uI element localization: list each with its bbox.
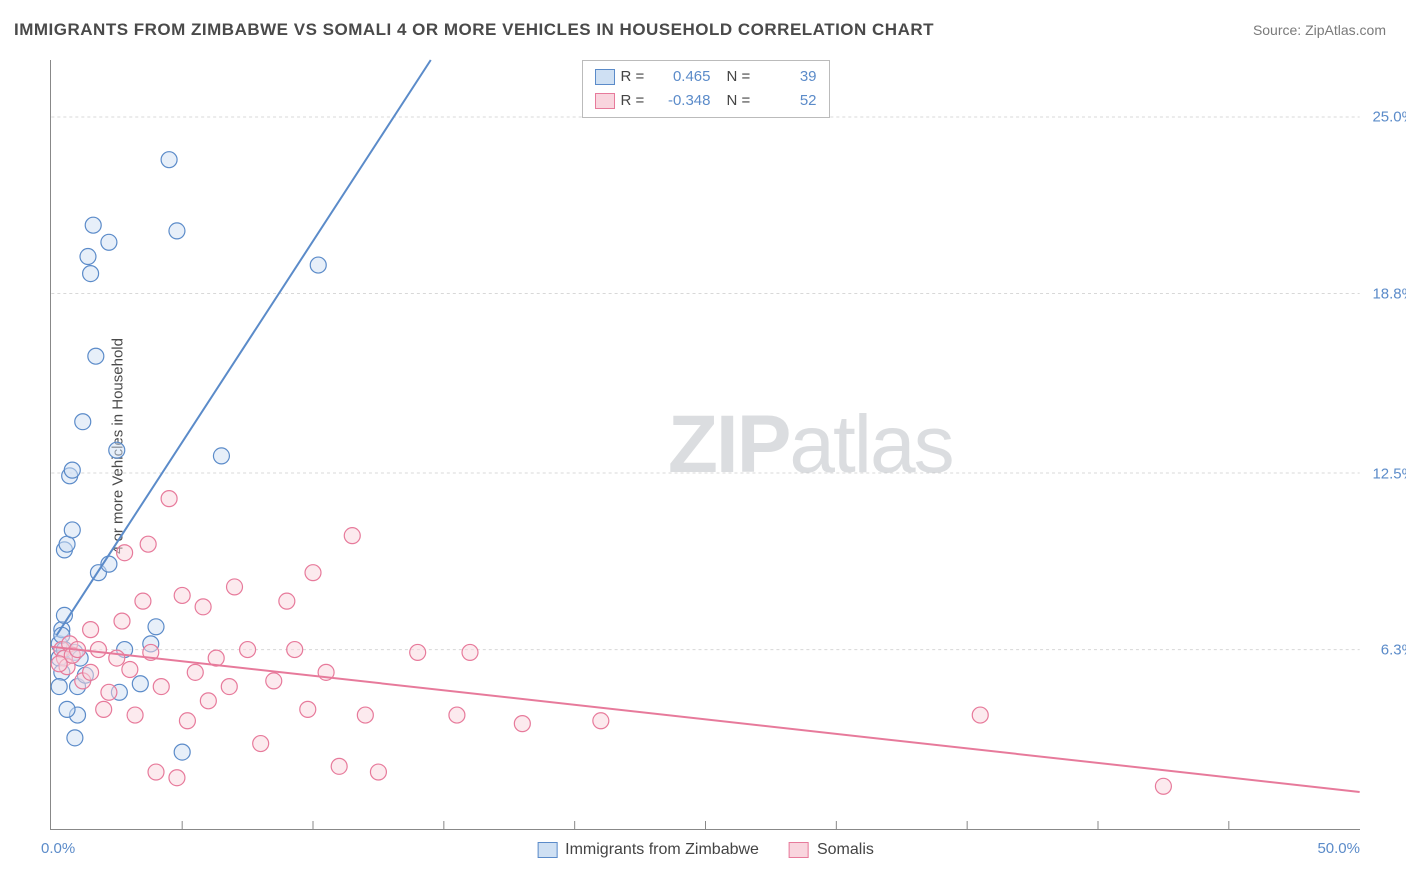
x-max-label: 50.0% <box>1317 840 1360 857</box>
stats-row-somali: R = -0.348 N = 52 <box>595 89 817 113</box>
series-legend: Immigrants from Zimbabwe Somalis <box>537 841 874 859</box>
x-min-label: 0.0% <box>41 840 75 857</box>
legend-swatch-zimbabwe <box>537 842 557 858</box>
stats-legend: R = 0.465 N = 39 R = -0.348 N = 52 <box>582 60 830 118</box>
legend-item-somali: Somalis <box>789 841 874 859</box>
stats-row-zimbabwe: R = 0.465 N = 39 <box>595 65 817 89</box>
ytick-label: 6.3% <box>1381 642 1406 659</box>
legend-item-zimbabwe: Immigrants from Zimbabwe <box>537 841 759 859</box>
legend-swatch-somali <box>789 842 809 858</box>
source-label: Source: ZipAtlas.com <box>1253 22 1386 38</box>
swatch-zimbabwe <box>595 69 615 85</box>
n-value-somali: 52 <box>761 89 817 113</box>
ytick-label: 25.0% <box>1372 109 1406 126</box>
ytick-label: 18.8% <box>1372 285 1406 302</box>
chart-container: IMMIGRANTS FROM ZIMBABWE VS SOMALI 4 OR … <box>0 0 1406 892</box>
n-value-zimbabwe: 39 <box>761 65 817 89</box>
chart-title: IMMIGRANTS FROM ZIMBABWE VS SOMALI 4 OR … <box>14 20 934 40</box>
swatch-somali <box>595 93 615 109</box>
ytick-label: 12.5% <box>1372 465 1406 482</box>
plot-area: ZIPatlas R = 0.465 N = 39 R = -0.348 N =… <box>50 60 1360 830</box>
r-value-somali: -0.348 <box>655 89 711 113</box>
r-value-zimbabwe: 0.465 <box>655 65 711 89</box>
plot-svg <box>51 60 1360 829</box>
source-link[interactable]: ZipAtlas.com <box>1305 22 1386 38</box>
